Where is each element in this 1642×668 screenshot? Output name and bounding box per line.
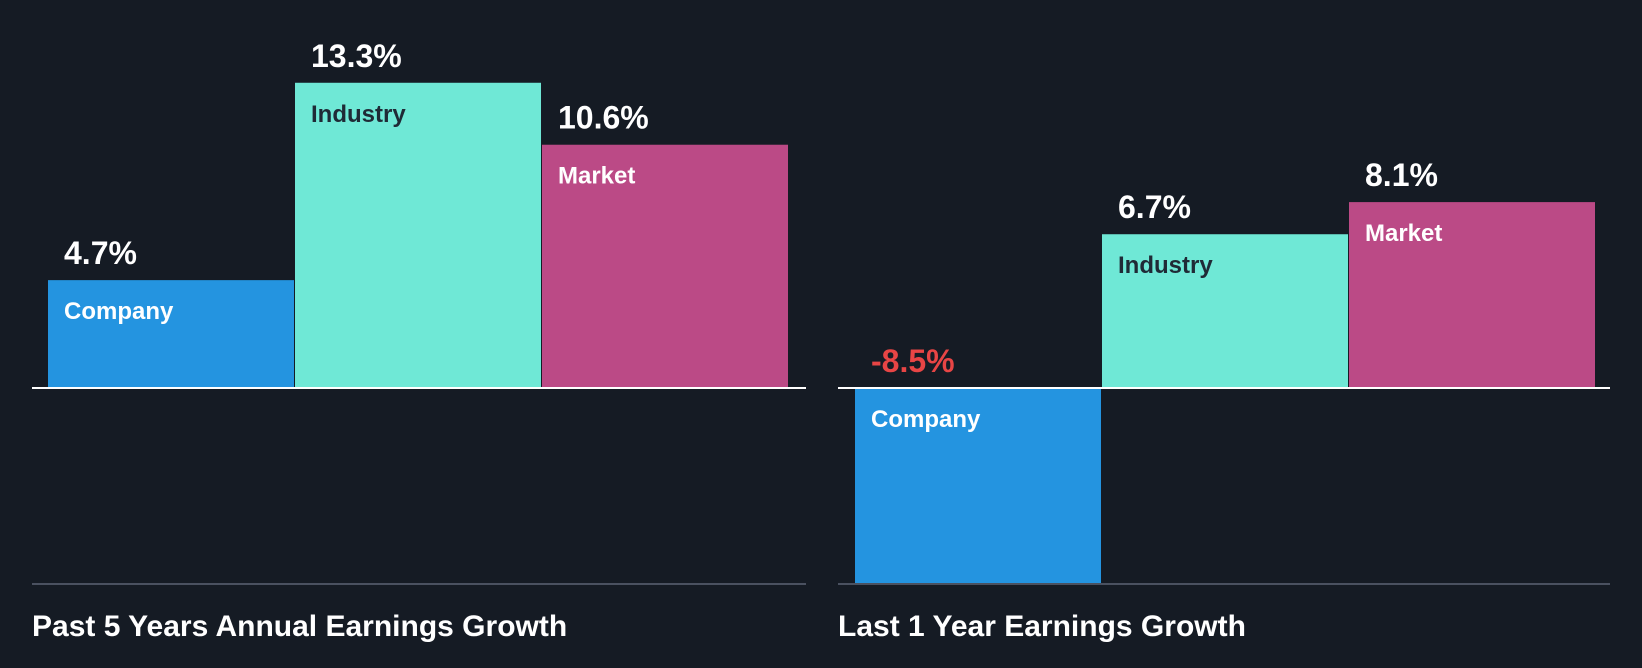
bar-label-market: Market bbox=[558, 163, 635, 190]
chart-title: Past 5 Years Annual Earnings Growth bbox=[32, 610, 567, 643]
bar-company bbox=[855, 388, 1101, 584]
bar-company bbox=[48, 280, 294, 388]
value-label-company: 4.7% bbox=[64, 235, 137, 271]
bar-label-company: Company bbox=[871, 406, 981, 433]
chart-panel-1: Company 4.7% Industry 13.3% Market 10.6% Past … bbox=[32, 38, 806, 643]
bar-label-industry: Industry bbox=[311, 101, 406, 128]
value-label-industry: 13.3% bbox=[311, 38, 402, 74]
value-label-industry: 6.7% bbox=[1118, 189, 1191, 225]
bar-label-company: Company bbox=[64, 298, 174, 325]
chart-title: Last 1 Year Earnings Growth bbox=[838, 610, 1246, 643]
value-label-market: 8.1% bbox=[1365, 157, 1438, 193]
bar-market bbox=[1349, 202, 1595, 388]
value-label-company: -8.5% bbox=[871, 343, 955, 379]
bar-market bbox=[542, 144, 788, 388]
bar-label-industry: Industry bbox=[1118, 252, 1213, 279]
bar-label-market: Market bbox=[1365, 220, 1442, 247]
bar-industry bbox=[1102, 234, 1348, 388]
chart-panel-2: Company -8.5% Industry 6.7% Market 8.1% Last 1… bbox=[838, 157, 1610, 643]
value-label-market: 10.6% bbox=[558, 100, 649, 136]
bar-industry bbox=[295, 82, 541, 388]
